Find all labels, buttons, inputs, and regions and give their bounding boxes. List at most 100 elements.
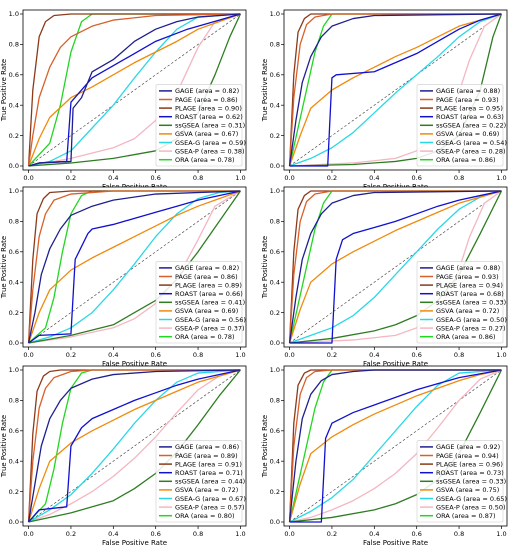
x-tick-label: 0.0: [284, 530, 294, 538]
x-axis-label: False Positive Rate: [363, 539, 428, 547]
y-tick-label: 1.0: [9, 187, 19, 195]
y-tick-label: 0.4: [9, 101, 19, 109]
legend-label: GSEA-G (area = 0.54): [436, 139, 507, 147]
x-tick-label: 1.0: [496, 351, 506, 359]
legend-label: GSVA (area = 0.72): [175, 486, 238, 494]
x-tick-label: 0.6: [412, 174, 422, 182]
x-tick-label: 0.0: [23, 530, 33, 538]
legend-label: GSEA-G (area = 0.50): [436, 316, 507, 324]
chance-diagonal: [289, 190, 502, 344]
y-tick-label: 1.0: [270, 187, 280, 195]
roc-curve: [28, 190, 241, 344]
roc-curve: [288, 13, 502, 167]
roc-curve: [27, 13, 241, 167]
legend-label: GSEA-P (area = 0.28): [436, 147, 506, 155]
y-tick-label: 0.6: [270, 248, 280, 256]
roc-curve: [28, 190, 241, 344]
roc-curve: [27, 369, 241, 523]
roc-curves: [27, 190, 241, 344]
legend-label: PLAGE (area = 0.94): [436, 281, 503, 289]
roc-curve: [28, 369, 241, 523]
legend-label: PAGE (area = 0.93): [436, 96, 499, 104]
roc-curve: [27, 369, 241, 523]
y-tick-label: 0.2: [270, 132, 280, 140]
y-axis-label: True Positive Rate: [261, 59, 269, 122]
y-tick-label: 0.0: [9, 162, 19, 170]
x-tick-label: 0.0: [23, 174, 33, 182]
roc-curve: [289, 369, 503, 523]
legend-label: ORA (area = 0.86): [436, 333, 496, 341]
x-tick-label: 1.0: [496, 530, 506, 538]
roc-curve: [288, 13, 502, 167]
legend-label: PLAGE (area = 0.96): [436, 460, 503, 468]
legend-label: GSVA (area = 0.75): [436, 486, 499, 494]
roc-curve: [288, 369, 502, 523]
legend-label: ROAST (area = 0.66): [175, 290, 243, 298]
roc-curve: [288, 369, 502, 523]
x-tick-label: 0.6: [151, 351, 161, 359]
roc-curve: [27, 369, 241, 523]
roc-curve: [27, 190, 241, 344]
legend-box: [155, 261, 243, 344]
legend-label: ORA (area = 0.80): [175, 512, 235, 520]
legend-label: ssGSEA (area = 0.31): [175, 122, 245, 130]
x-tick-label: 0.8: [454, 351, 464, 359]
y-tick-label: 0.0: [270, 518, 280, 526]
legend-label: ROAST (area = 0.68): [436, 290, 504, 298]
x-axis-label: False Positive Rate: [363, 360, 428, 368]
y-tick-label: 0.4: [9, 278, 19, 286]
legend-label: ssGSEA (area = 0.41): [175, 299, 245, 307]
roc-curve: [288, 190, 502, 344]
roc-curve: [28, 190, 241, 344]
x-tick-label: 0.0: [23, 351, 33, 359]
roc-curve: [28, 190, 241, 344]
legend-label: PAGE (area = 0.93): [436, 273, 499, 281]
roc-curve: [288, 190, 502, 344]
y-tick-label: 0.8: [9, 41, 19, 49]
legend-label: ROAST (area = 0.63): [436, 113, 504, 121]
roc-panel: 0.00.20.40.60.81.00.00.20.40.60.81.0Fals…: [261, 9, 508, 191]
y-tick-label: 0.6: [9, 248, 19, 256]
x-tick-label: 0.2: [327, 174, 337, 182]
y-tick-label: 0.6: [9, 71, 19, 79]
roc-curve: [289, 369, 502, 523]
y-tick-label: 0.6: [9, 427, 19, 435]
x-tick-label: 1.0: [235, 351, 245, 359]
legend-label: GAGE (area = 0.82): [175, 87, 239, 95]
legend-label: GSEA-G (area = 0.67): [175, 495, 246, 503]
chance-diagonal: [289, 13, 502, 167]
y-tick-label: 0.0: [270, 339, 280, 347]
x-tick-label: 0.2: [327, 530, 337, 538]
y-tick-label: 1.0: [270, 366, 280, 374]
x-tick-label: 0.8: [454, 530, 464, 538]
x-tick-label: 0.4: [108, 351, 118, 359]
legend-label: PAGE (area = 0.94): [436, 452, 499, 460]
x-tick-label: 0.6: [151, 530, 161, 538]
legend-label: ROAST (area = 0.71): [175, 469, 243, 477]
legend-label: GSEA-G (area = 0.56): [175, 316, 246, 324]
roc-curve: [289, 190, 503, 344]
x-tick-label: 0.8: [193, 351, 203, 359]
x-tick-label: 0.4: [369, 174, 379, 182]
roc-curve: [28, 13, 241, 167]
y-tick-label: 0.0: [9, 339, 19, 347]
y-tick-label: 0.2: [9, 132, 19, 140]
y-axis-label: True Positive Rate: [261, 236, 269, 299]
y-tick-label: 0.8: [270, 218, 280, 226]
y-tick-label: 0.4: [270, 101, 280, 109]
roc-panel: 0.00.20.40.60.81.00.00.20.40.60.81.0Fals…: [0, 9, 247, 191]
legend-label: GSVA (area = 0.67): [175, 130, 238, 138]
x-tick-label: 0.2: [66, 530, 76, 538]
chance-diagonal: [28, 369, 241, 523]
y-tick-label: 0.8: [9, 397, 19, 405]
x-tick-label: 0.6: [151, 174, 161, 182]
x-tick-label: 0.4: [369, 351, 379, 359]
y-tick-label: 0.0: [270, 162, 280, 170]
y-tick-label: 0.6: [270, 427, 280, 435]
y-axis-label: True Positive Rate: [0, 236, 8, 299]
roc-curve: [289, 13, 502, 167]
chance-diagonal: [28, 13, 241, 167]
